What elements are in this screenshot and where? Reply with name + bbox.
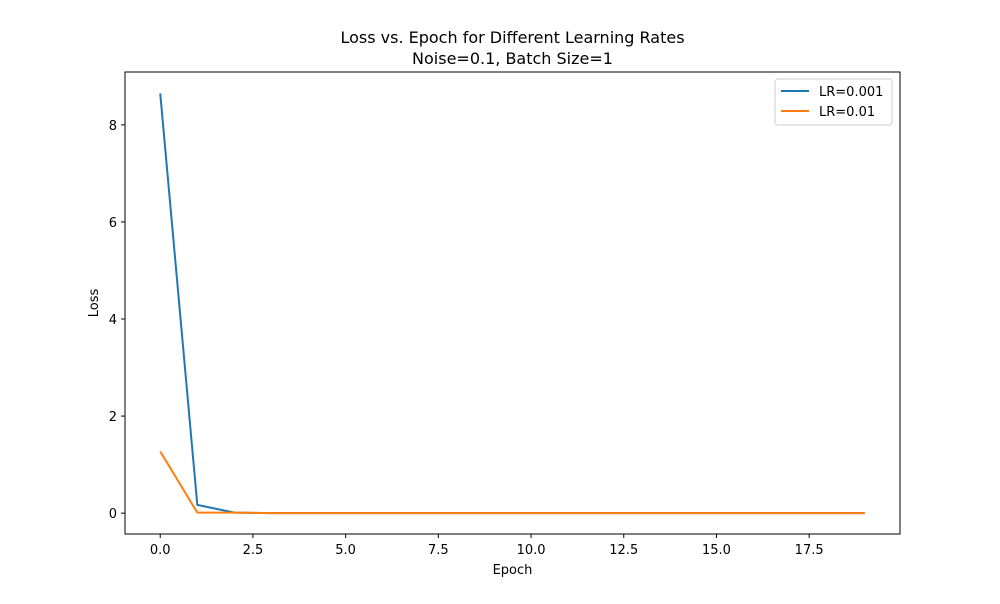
legend-label-lr-0-01: LR=0.01 [819,105,875,120]
legend-label-lr-0-001: LR=0.001 [819,85,883,100]
x-axis-label: Epoch [493,563,533,578]
y-tick-label: 8 [109,119,117,134]
y-axis-ticks: 0 2 4 6 8 [109,119,125,522]
y-tick-label: 0 [109,507,117,522]
x-tick-label: 0.0 [150,543,171,558]
series-layer [159,93,865,515]
series-line-lr-0-01 [159,450,865,515]
x-tick-label: 7.5 [428,543,449,558]
x-tick-label: 17.5 [795,543,824,558]
series-line-lr-0-001 [159,93,865,515]
y-axis-label: Loss [87,289,102,318]
x-tick-label: 2.5 [243,543,264,558]
chart-subtitle: Noise=0.1, Batch Size=1 [412,49,613,68]
plot-frame [124,71,901,535]
legend: LR=0.001 LR=0.01 [774,78,893,126]
x-axis-ticks: 0.0 2.5 5.0 7.5 10.0 12.5 15.0 17.5 [150,534,824,558]
x-tick-label: 15.0 [702,543,731,558]
y-tick-label: 6 [109,216,117,231]
y-tick-label: 4 [109,313,117,328]
x-tick-label: 5.0 [335,543,356,558]
y-tick-label: 2 [109,410,117,425]
x-tick-label: 10.0 [517,543,546,558]
chart-title: Loss vs. Epoch for Different Learning Ra… [340,28,684,47]
x-tick-label: 12.5 [609,543,638,558]
